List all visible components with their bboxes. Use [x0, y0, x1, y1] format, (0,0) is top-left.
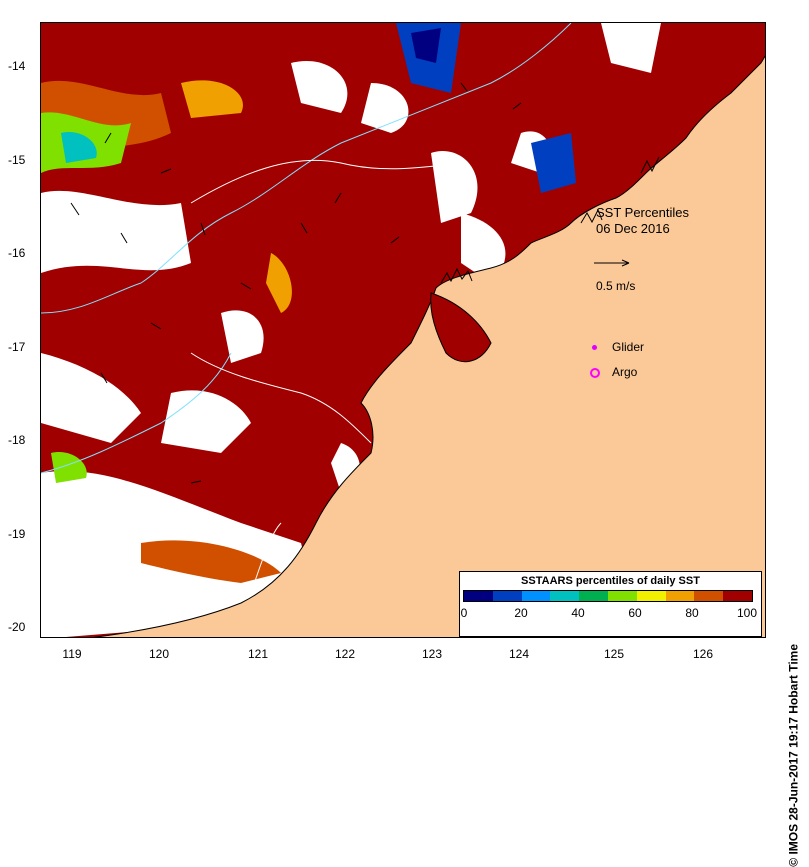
colorbar-swatch	[464, 591, 493, 601]
y-tick-label: -14	[8, 59, 26, 73]
colorbar-label: 20	[514, 606, 528, 620]
y-tick-label: -19	[8, 527, 26, 541]
colorbar-swatch	[723, 591, 752, 601]
x-tick-label: 120	[148, 647, 170, 661]
land-mass	[92, 55, 765, 637]
legend-argo-label: Argo	[612, 365, 638, 379]
colorbar-legend: SSTAARS percentiles of daily SST 0 20 40…	[459, 571, 762, 637]
y-tick-label: -17	[8, 340, 26, 354]
contour-lines	[190, 159, 462, 594]
colorbar-swatch	[665, 591, 695, 601]
colorbar-swatch	[521, 591, 551, 601]
colorbar-swatch	[694, 591, 724, 601]
coast-detail	[440, 156, 660, 284]
x-tick-label: 119	[62, 647, 82, 661]
colorbar-label: 80	[685, 606, 699, 620]
x-tick-label: 125	[603, 647, 625, 661]
legend-glider-label: Glider	[612, 340, 645, 354]
colorbar-swatch	[636, 591, 666, 601]
colorbar-label: 40	[571, 606, 585, 620]
sst-percentile-map	[41, 23, 765, 637]
y-tick-label: -18	[8, 433, 26, 447]
colorbar-label: 60	[628, 606, 642, 620]
colorbar-swatch	[550, 591, 580, 601]
y-tick-label: -20	[8, 620, 26, 634]
y-tick-label: -15	[8, 153, 26, 167]
gulf-water	[430, 292, 492, 363]
x-tick-label: 124	[508, 647, 530, 661]
colorbar-swatch	[607, 591, 637, 601]
scale-arrow	[594, 259, 630, 267]
x-tick-label: 126	[692, 647, 714, 661]
colorbar-ramp	[463, 590, 753, 602]
map-canvas[interactable]	[40, 22, 766, 638]
y-tick-label: -16	[8, 246, 26, 260]
colorbar-title: SSTAARS percentiles of daily SST	[521, 575, 700, 587]
argo-ring-icon	[590, 368, 600, 378]
colorbar-label: 100	[736, 606, 758, 620]
x-tick-label: 121	[247, 647, 269, 661]
x-tick-label: 122	[334, 647, 356, 661]
colorbar-label: 0	[460, 606, 468, 620]
map-title-line1: SST Percentiles	[596, 205, 689, 220]
credit-text: © IMOS 28-Jun-2017 19:17 Hobart Time	[787, 644, 801, 867]
glider-dot-icon	[592, 345, 597, 350]
current-vectors	[70, 82, 522, 484]
x-tick-label: 123	[421, 647, 443, 661]
colorbar-swatch	[492, 591, 522, 601]
colorbar-swatch	[579, 591, 608, 601]
map-title-line2: 06 Dec 2016	[596, 221, 670, 236]
scale-label: 0.5 m/s	[596, 279, 636, 293]
